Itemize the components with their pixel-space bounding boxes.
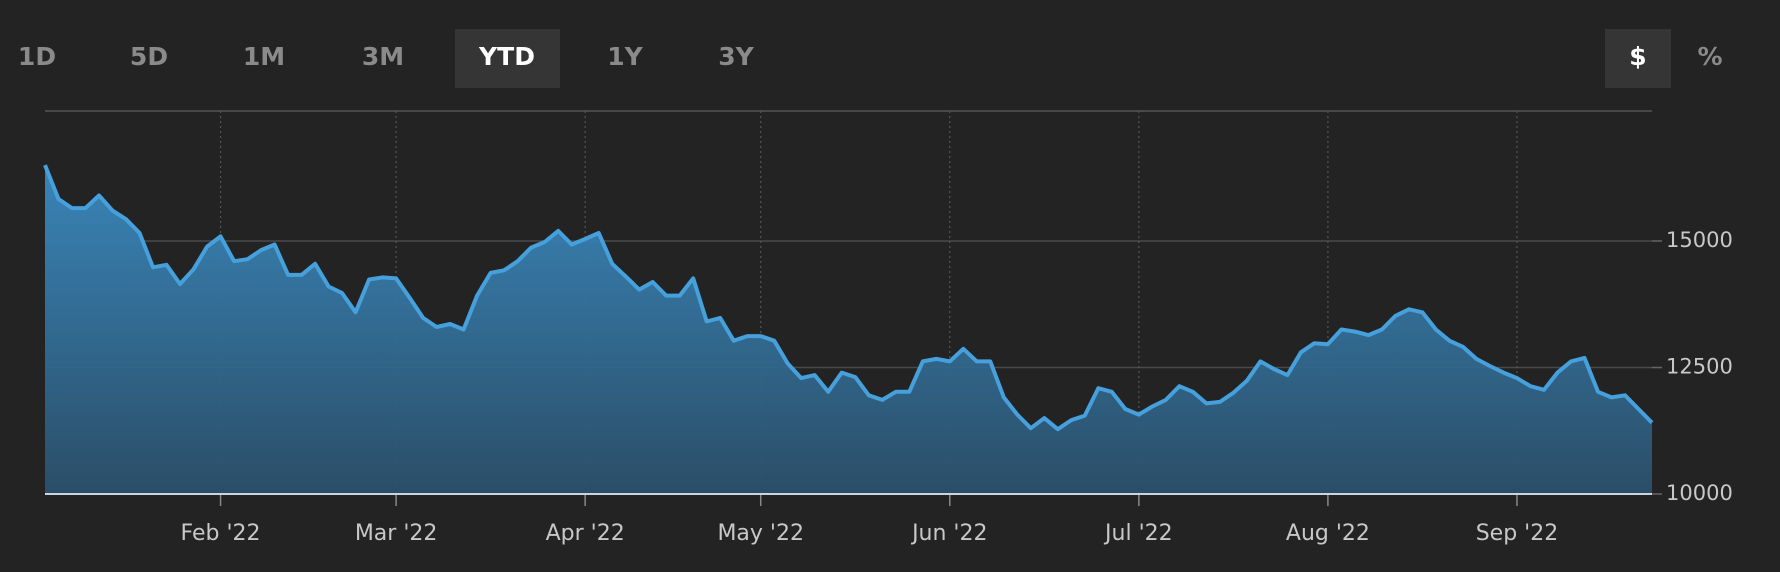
range-button[interactable]: 1M bbox=[243, 42, 285, 71]
range-button-bg bbox=[455, 29, 560, 88]
range-button[interactable]: 3Y bbox=[718, 42, 754, 71]
x-tick-label: Jul '22 bbox=[1103, 521, 1173, 546]
line bbox=[43, 164, 1654, 432]
x-tick-label: May '22 bbox=[717, 521, 804, 546]
x-tick-label: Feb '22 bbox=[181, 521, 261, 546]
range-button[interactable]: 1D bbox=[18, 42, 56, 71]
x-tick-label: Mar '22 bbox=[355, 521, 438, 546]
unit-button[interactable]: $ bbox=[1629, 42, 1646, 71]
y-tick-label: 15000 bbox=[1666, 228, 1733, 252]
range-button[interactable]: 1Y bbox=[607, 42, 643, 71]
range-button[interactable]: YTD bbox=[478, 42, 535, 71]
x-tick-label: Jun '22 bbox=[910, 521, 987, 546]
range-button[interactable]: 3M bbox=[362, 42, 404, 71]
range-button[interactable]: 5D bbox=[130, 42, 168, 71]
x-tick-label: Apr '22 bbox=[546, 521, 625, 546]
unit-button-bg bbox=[1605, 29, 1671, 88]
area bbox=[45, 165, 1652, 494]
x-tick-label: Aug '22 bbox=[1286, 521, 1370, 546]
unit-button[interactable]: % bbox=[1697, 42, 1722, 71]
y-tick-label: 10000 bbox=[1666, 481, 1733, 505]
y-tick-label: 12500 bbox=[1666, 355, 1733, 379]
x-tick-label: Sep '22 bbox=[1476, 521, 1559, 546]
